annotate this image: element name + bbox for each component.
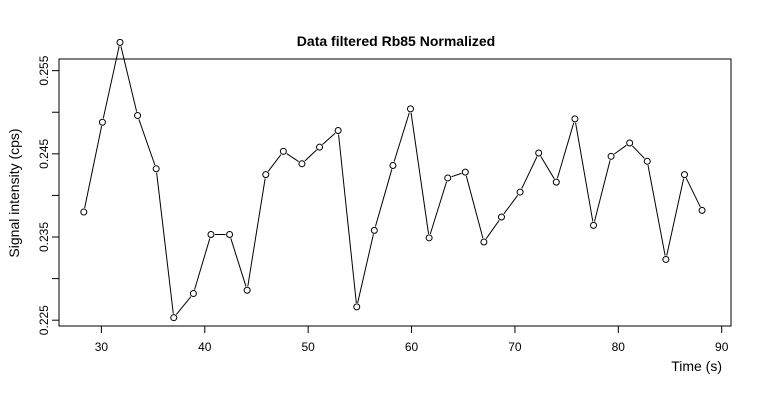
data-point (316, 143, 324, 151)
data-point (535, 149, 543, 157)
data-point (516, 188, 524, 196)
data-point (607, 152, 615, 160)
data-point (189, 290, 197, 298)
data-point (116, 38, 124, 46)
data-point (279, 147, 287, 155)
x-tick-label: 70 (508, 340, 522, 354)
plot-frame (58, 58, 732, 327)
data-point (643, 157, 651, 165)
data-point (226, 231, 234, 239)
data-point (370, 226, 378, 234)
data-point (170, 314, 178, 322)
y-axis: 0.225 0.235 0.245 0.255 (37, 55, 60, 335)
y-axis-label: Signal intensity (cps) (6, 128, 22, 257)
data-point (698, 206, 706, 214)
data-point (425, 234, 433, 242)
series-line (84, 46, 701, 315)
y-tick-label: 0.255 (37, 55, 51, 85)
data-point (152, 165, 160, 173)
data-point (461, 168, 469, 176)
x-tick-label: 50 (301, 340, 315, 354)
data-point (353, 303, 361, 311)
data-point (589, 221, 597, 229)
data-point (80, 208, 88, 216)
chart-title: Data filtered Rb85 Normalized (297, 33, 495, 49)
data-point (626, 139, 634, 147)
data-point (407, 105, 415, 113)
x-axis: 30 40 50 60 70 80 90 (95, 325, 729, 354)
data-point (207, 231, 215, 239)
y-tick-label: 0.235 (37, 222, 51, 252)
x-tick-label: 90 (715, 340, 729, 354)
x-tick-label: 40 (198, 340, 212, 354)
x-axis-label: Time (s) (671, 358, 722, 374)
data-point (262, 171, 270, 179)
data-point (444, 174, 452, 182)
data-point (680, 171, 688, 179)
data-point (571, 115, 579, 123)
x-tick-label: 60 (405, 340, 419, 354)
series-points (80, 38, 706, 322)
x-tick-label: 30 (95, 340, 109, 354)
data-point (480, 238, 488, 246)
y-tick-label: 0.225 (37, 305, 51, 335)
x-tick-label: 80 (612, 340, 626, 354)
data-point (662, 255, 670, 263)
data-point (334, 127, 342, 135)
data-point (497, 213, 505, 221)
data-point (298, 160, 306, 168)
data-point (552, 178, 560, 186)
data-point (389, 161, 397, 169)
data-point (243, 286, 251, 294)
y-tick-label: 0.245 (37, 138, 51, 168)
data-point (134, 112, 142, 120)
data-point (98, 118, 106, 126)
